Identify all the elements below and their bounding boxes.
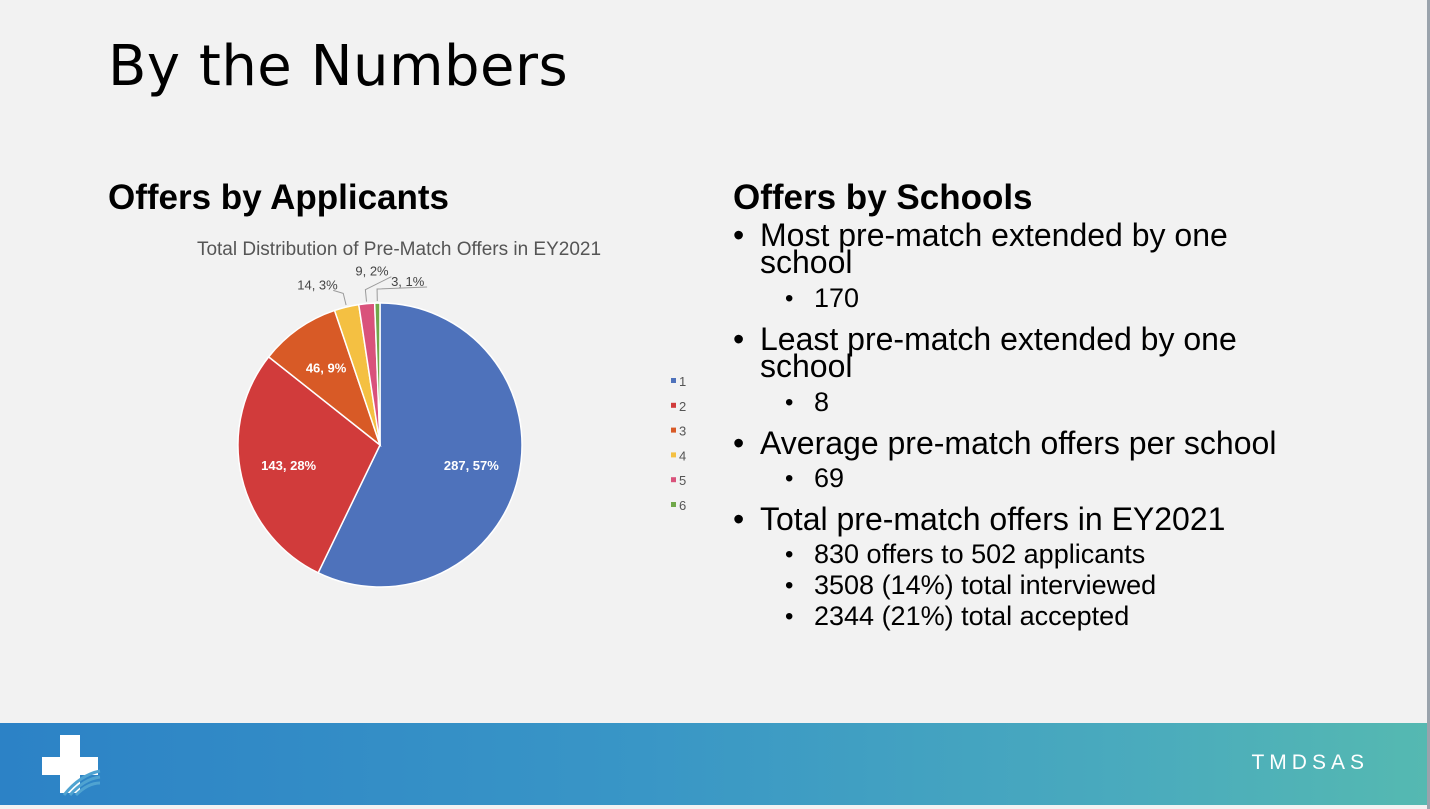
slide-edge	[1427, 0, 1430, 809]
bullet-most: Most pre-match extended by one school	[733, 219, 1280, 278]
legend-swatch-1	[671, 378, 676, 383]
pie-slice-6	[373, 302, 381, 446]
bullet-total-offers: 830 offers to 502 applicants	[733, 539, 1373, 570]
offers-by-applicants-heading: Offers by Applicants	[108, 178, 449, 217]
bullet-total-interviewed: 3508 (14%) total interviewed	[733, 570, 1373, 601]
legend-swatch-6	[671, 502, 676, 507]
brand-name: TMDSAS	[1251, 751, 1369, 774]
bullet-most-value: 170	[733, 283, 1373, 314]
footer-bar: TMDSAS	[0, 723, 1427, 805]
data-label-3: 46, 9%	[306, 360, 347, 375]
legend-swatch-2	[671, 402, 676, 408]
pie-slice-1	[317, 302, 523, 588]
legend-swatch-3	[671, 427, 676, 433]
pie-slice-3	[267, 309, 382, 448]
leader-line-4	[333, 289, 347, 306]
legend-label-3: 3	[679, 424, 686, 439]
data-label-4: 14, 3%	[297, 277, 338, 292]
bullet-least: Least pre-match extended by one school	[733, 323, 1280, 382]
data-label-2: 143, 28%	[261, 458, 316, 473]
legend-label-5: 5	[679, 473, 686, 488]
data-label-6: 3, 1%	[391, 274, 425, 289]
bullet-least-value: 8	[733, 387, 1373, 418]
pie-chart: Total Distribution of Pre-Match Offers i…	[197, 239, 686, 588]
data-label-5: 9, 2%	[355, 264, 389, 279]
school-stats-list: Most pre-match extended by one school 17…	[733, 219, 1373, 632]
leader-line-6	[376, 286, 428, 302]
legend-swatch-4	[671, 452, 676, 458]
legend-label-2: 2	[679, 399, 686, 414]
slide-title: By the Numbers	[108, 34, 569, 99]
legend-label-4: 4	[679, 448, 686, 463]
leader-line-5	[364, 276, 392, 302]
chart-title: Total Distribution of Pre-Match Offers i…	[197, 239, 601, 260]
legend-swatch-5	[671, 477, 676, 483]
bullet-total: Total pre-match offers in EY2021	[733, 503, 1373, 535]
pie-slice-2	[237, 355, 381, 574]
bullet-average: Average pre-match offers per school	[733, 427, 1373, 459]
offers-by-schools-heading: Offers by Schools	[733, 178, 1033, 217]
medical-cross-logo-icon	[42, 735, 101, 797]
data-label-1: 287, 57%	[444, 458, 499, 473]
bullet-total-accepted: 2344 (21%) total accepted	[733, 601, 1373, 632]
legend-label-6: 6	[679, 498, 686, 513]
legend-label-1: 1	[679, 374, 686, 389]
bullet-average-value: 69	[733, 463, 1373, 494]
